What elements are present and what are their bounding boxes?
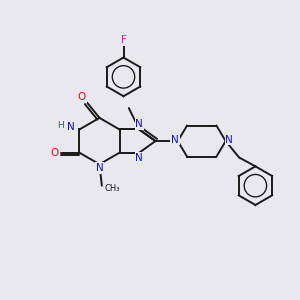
Text: CH₃: CH₃ bbox=[104, 184, 120, 193]
Text: N: N bbox=[96, 163, 103, 173]
Text: H: H bbox=[58, 122, 64, 130]
Text: N: N bbox=[225, 135, 233, 145]
Text: N: N bbox=[135, 119, 143, 129]
Text: N: N bbox=[135, 153, 143, 163]
Text: O: O bbox=[77, 92, 86, 102]
Text: O: O bbox=[50, 148, 59, 158]
Text: F: F bbox=[121, 35, 127, 45]
Text: N: N bbox=[67, 122, 75, 132]
Text: N: N bbox=[171, 135, 179, 145]
